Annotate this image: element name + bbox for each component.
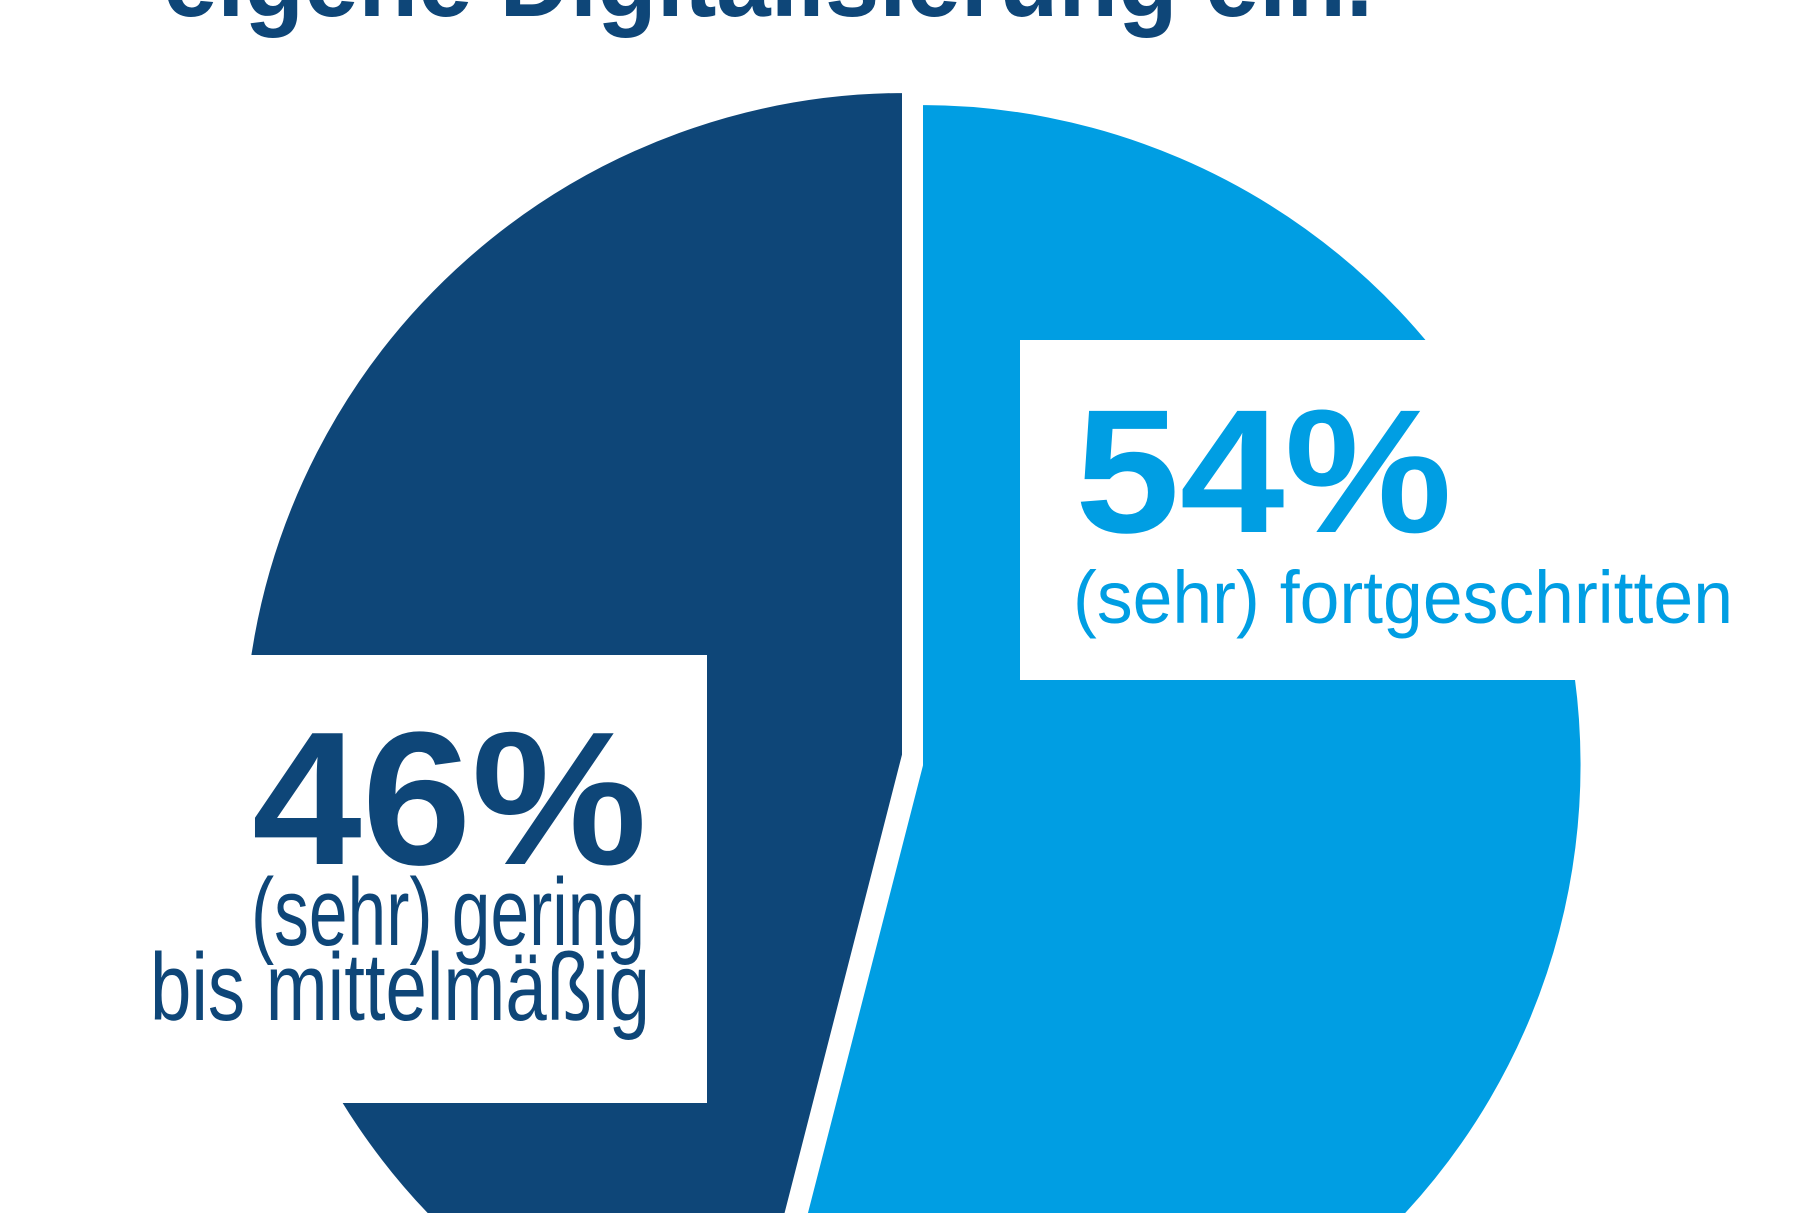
category-label-fortgeschritten: (sehr) fortgeschritten: [1073, 556, 1733, 639]
value-label-54: 54%: [1075, 374, 1452, 570]
right-label-box: [1020, 340, 1810, 680]
category-label-gering-line2: bis mittelmäßig: [150, 934, 650, 1041]
left-label-box: [20, 655, 707, 1103]
category-label-gering-line1: (sehr) gering: [251, 859, 645, 966]
chart-title: eigene Digitalisierung ein.: [163, 0, 1373, 39]
value-label-46: 46%: [252, 693, 647, 905]
